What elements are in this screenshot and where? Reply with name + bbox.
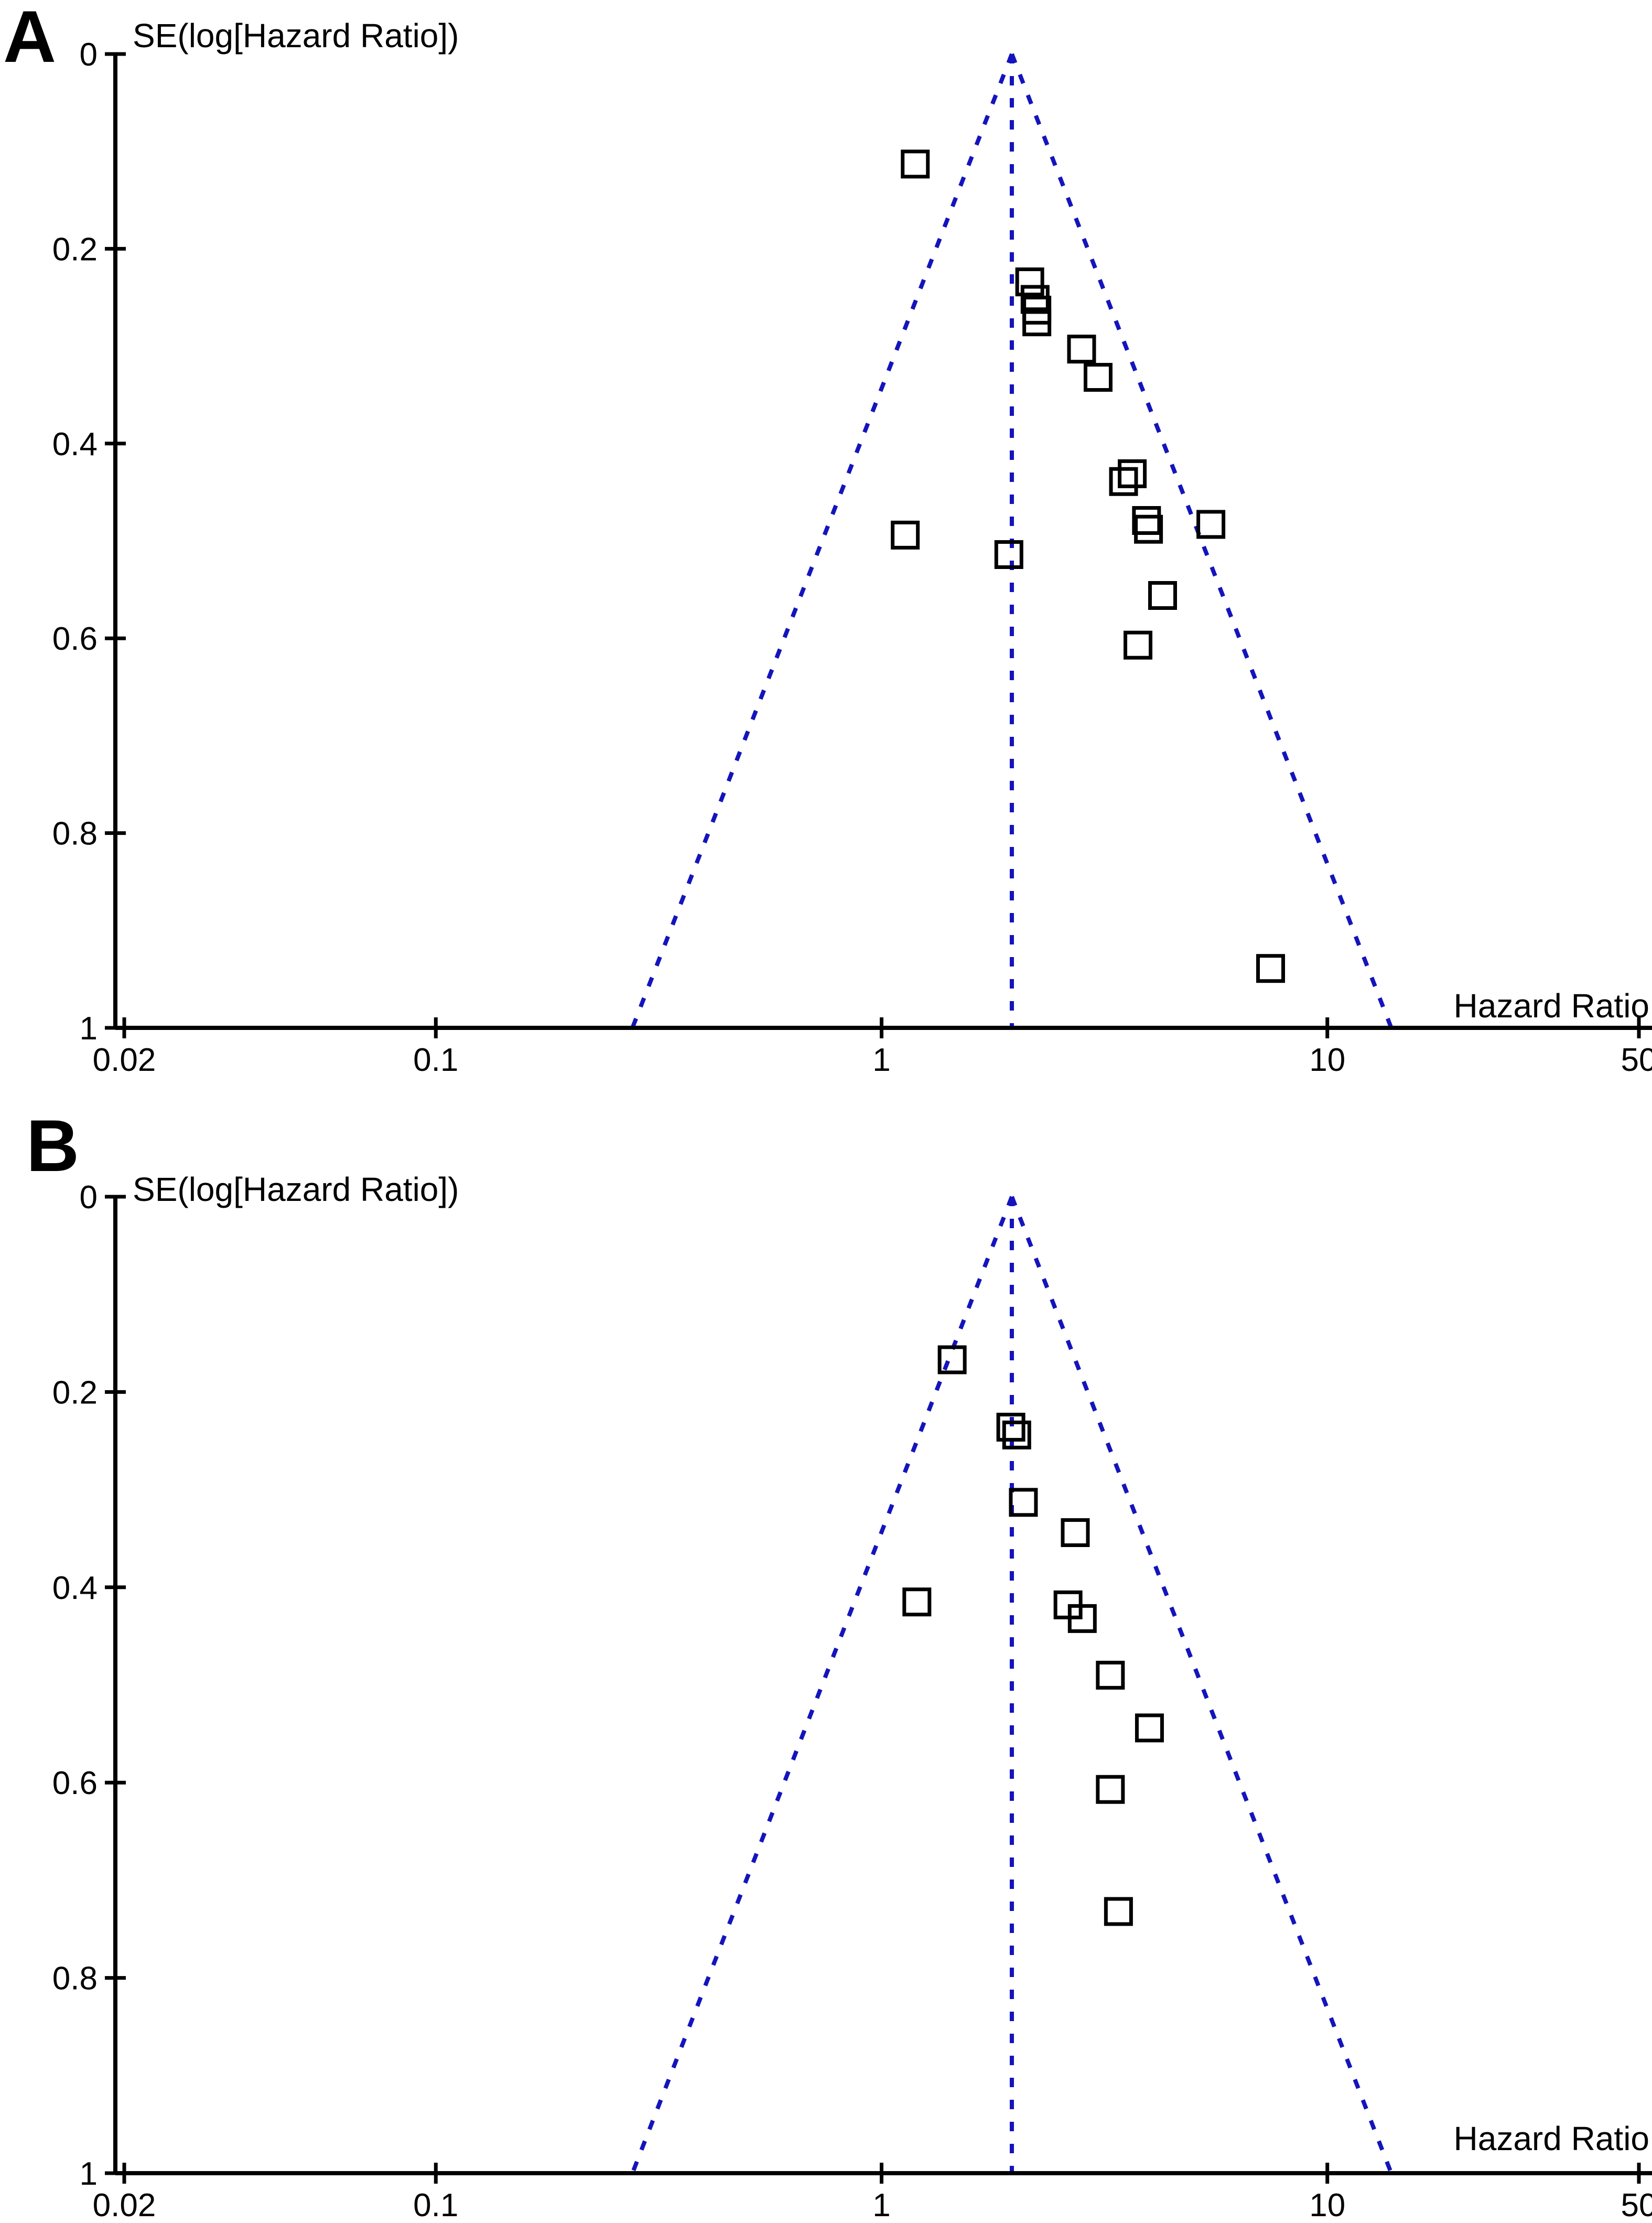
data-point-marker — [1256, 954, 1286, 983]
data-point-marker — [1067, 1604, 1097, 1633]
panel-b-y-axis-title: SE(log[Hazard Ratio]) — [133, 1170, 459, 1208]
funnel-left-boundary-line — [630, 1196, 1014, 2174]
funnel-left-boundary-line — [630, 53, 1014, 1029]
data-point-marker — [996, 1412, 1025, 1442]
data-point-marker — [1118, 459, 1147, 488]
x-tick-label: 1 — [872, 2187, 890, 2223]
y-tick-label: 0.8 — [52, 1961, 98, 1997]
data-point-marker — [1109, 467, 1138, 496]
panel-b-letter: B — [26, 1104, 80, 1187]
data-point-marker — [1134, 514, 1163, 544]
y-tick-label: 0.4 — [52, 1570, 98, 1606]
data-point-marker — [1015, 267, 1044, 297]
funnel-right-boundary-line — [1010, 1196, 1394, 2174]
x-tick-label: 50 — [1621, 2187, 1652, 2223]
y-tick-label: 0.8 — [52, 816, 98, 852]
data-point-marker — [1022, 307, 1052, 337]
data-point-marker — [1002, 1420, 1031, 1449]
x-tick-label: 50 — [1621, 1042, 1652, 1078]
data-point-marker — [901, 149, 930, 179]
funnel-right-boundary-line — [1010, 53, 1394, 1029]
data-point-marker — [1132, 506, 1161, 535]
data-point-marker — [902, 1587, 932, 1617]
x-tick-label: 0.1 — [413, 1042, 458, 1078]
x-tick-label: 10 — [1309, 1042, 1345, 1078]
panel-a-plot: 00.20.40.60.810.02 0.1 1 10 50 — [52, 37, 1652, 1078]
y-tick-label: 0.4 — [52, 426, 98, 463]
y-tick-label: 1 — [80, 1011, 98, 1047]
panel-b-x-axis-title: Hazard Ratio — [1453, 2120, 1650, 2157]
y-tick-label: 0.2 — [52, 231, 98, 267]
data-point-marker — [1061, 1518, 1090, 1548]
y-tick-label: 0.2 — [52, 1374, 98, 1411]
panel-a-y-axis-title: SE(log[Hazard Ratio]) — [133, 17, 459, 55]
data-point-marker — [1104, 1897, 1133, 1926]
y-tick-label: 0.6 — [52, 621, 98, 657]
data-point-marker — [1148, 581, 1178, 610]
x-tick-label: 0.02 — [93, 1042, 156, 1078]
data-point-marker — [1096, 1660, 1125, 1690]
x-tick-label: 0.1 — [413, 2187, 458, 2223]
data-point-marker — [1124, 630, 1153, 660]
data-point-marker — [1196, 510, 1226, 539]
data-point-marker — [1083, 363, 1113, 392]
x-tick-label: 10 — [1309, 2187, 1345, 2223]
panel-a-x-axis-title: Hazard Ratio — [1453, 987, 1650, 1025]
data-point-marker — [891, 520, 920, 550]
panel-b-plot: 00.20.40.60.810.02 0.1 1 10 50 — [52, 1179, 1652, 2223]
x-tick-label: 1 — [872, 1042, 890, 1078]
y-tick-label: 0.6 — [52, 1765, 98, 1801]
data-point-marker — [1009, 1488, 1038, 1517]
panel-a-letter: A — [3, 0, 57, 78]
data-point-marker — [1096, 1775, 1125, 1804]
y-tick-label: 1 — [80, 2156, 98, 2192]
y-tick-label: 0 — [80, 1179, 98, 1216]
y-tick-label: 0 — [80, 37, 98, 73]
data-point-marker — [1135, 1713, 1164, 1743]
data-point-marker — [994, 540, 1023, 569]
data-point-marker — [937, 1345, 967, 1374]
x-tick-label: 0.02 — [93, 2187, 156, 2223]
data-point-marker — [1067, 335, 1096, 364]
